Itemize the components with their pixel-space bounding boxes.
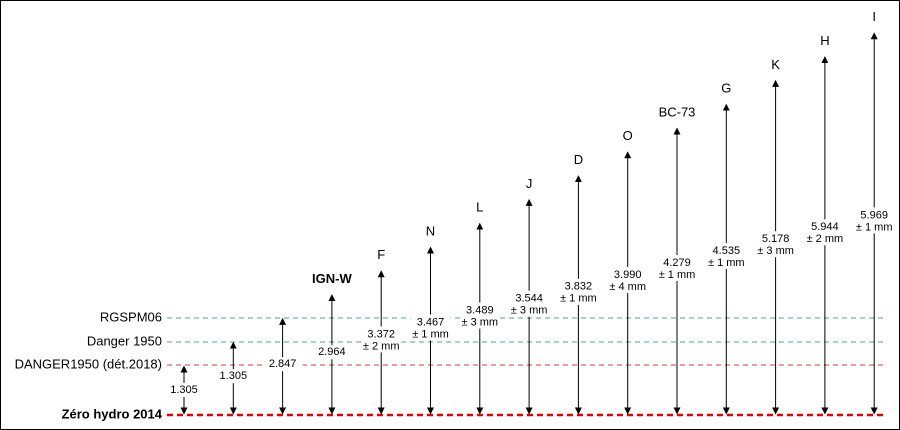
value-background	[657, 255, 697, 281]
arrow-label: F	[377, 247, 385, 262]
value-background	[311, 345, 352, 360]
arrow-value: 3.990	[614, 269, 642, 281]
arrow-value: 5.178	[762, 233, 790, 245]
arrow-label: J	[526, 176, 533, 191]
arrow-value: 3.467	[417, 316, 445, 328]
arrow-value: 5.969	[860, 209, 888, 221]
arrow-uncertainty: ± 1 mm	[708, 257, 745, 269]
reference-label: DANGER1950 (dét.2018)	[15, 356, 162, 371]
arrow-value: 2.847	[269, 358, 297, 370]
arrow-uncertainty: ± 2 mm	[363, 340, 400, 352]
arrow-uncertainty: ± 3 mm	[757, 245, 794, 257]
value-background	[459, 302, 500, 329]
value-background	[164, 383, 204, 397]
arrow-value: 4.279	[663, 257, 691, 269]
arrow-label: N	[426, 223, 435, 238]
arrow-uncertainty: ± 3 mm	[462, 317, 499, 329]
arrow-value: 3.832	[565, 281, 593, 293]
arrow-label: BC-73	[659, 104, 696, 119]
value-background	[361, 326, 402, 353]
value-background	[854, 207, 895, 234]
arrow-value: 2.964	[318, 346, 346, 358]
arrow-uncertainty: ± 1 mm	[412, 328, 449, 340]
arrow-uncertainty: ± 1 mm	[560, 293, 597, 305]
arrow-value: 3.489	[466, 305, 494, 317]
arrow-value: 1.305	[170, 384, 198, 396]
reference-label: Zéro hydro 2014	[62, 406, 163, 421]
arrow-uncertainty: ± 1 mm	[856, 221, 893, 233]
arrow-uncertainty: ± 3 mm	[511, 305, 548, 317]
arrow-value: 1.305	[220, 370, 248, 382]
value-background	[509, 290, 550, 317]
arrow-label: G	[721, 81, 731, 96]
arrow-label: H	[820, 33, 829, 48]
value-background	[607, 266, 648, 293]
value-background	[213, 369, 254, 384]
arrow-label: IGN-W	[312, 271, 352, 286]
arrow-value: 4.535	[713, 245, 741, 257]
arrow-label: L	[476, 200, 483, 215]
value-background	[755, 231, 796, 258]
arrow-label: I	[872, 9, 876, 24]
arrow-value: 3.372	[367, 328, 395, 340]
arrow-uncertainty: ± 4 mm	[609, 281, 646, 293]
arrow-uncertainty: ± 1 mm	[659, 269, 696, 281]
value-background	[558, 278, 599, 305]
arrow-label: D	[574, 152, 583, 167]
arrow-label: O	[623, 128, 633, 143]
reference-label: Danger 1950	[87, 333, 162, 348]
arrow-value: 3.544	[515, 293, 543, 305]
reference-label: RGSPM06	[100, 309, 162, 324]
value-background	[262, 357, 303, 372]
value-background	[804, 219, 845, 246]
arrow-uncertainty: ± 2 mm	[807, 233, 844, 245]
value-background	[410, 314, 451, 341]
value-background	[706, 243, 747, 270]
arrow-value: 5.944	[811, 221, 839, 233]
arrow-label: K	[771, 57, 780, 72]
